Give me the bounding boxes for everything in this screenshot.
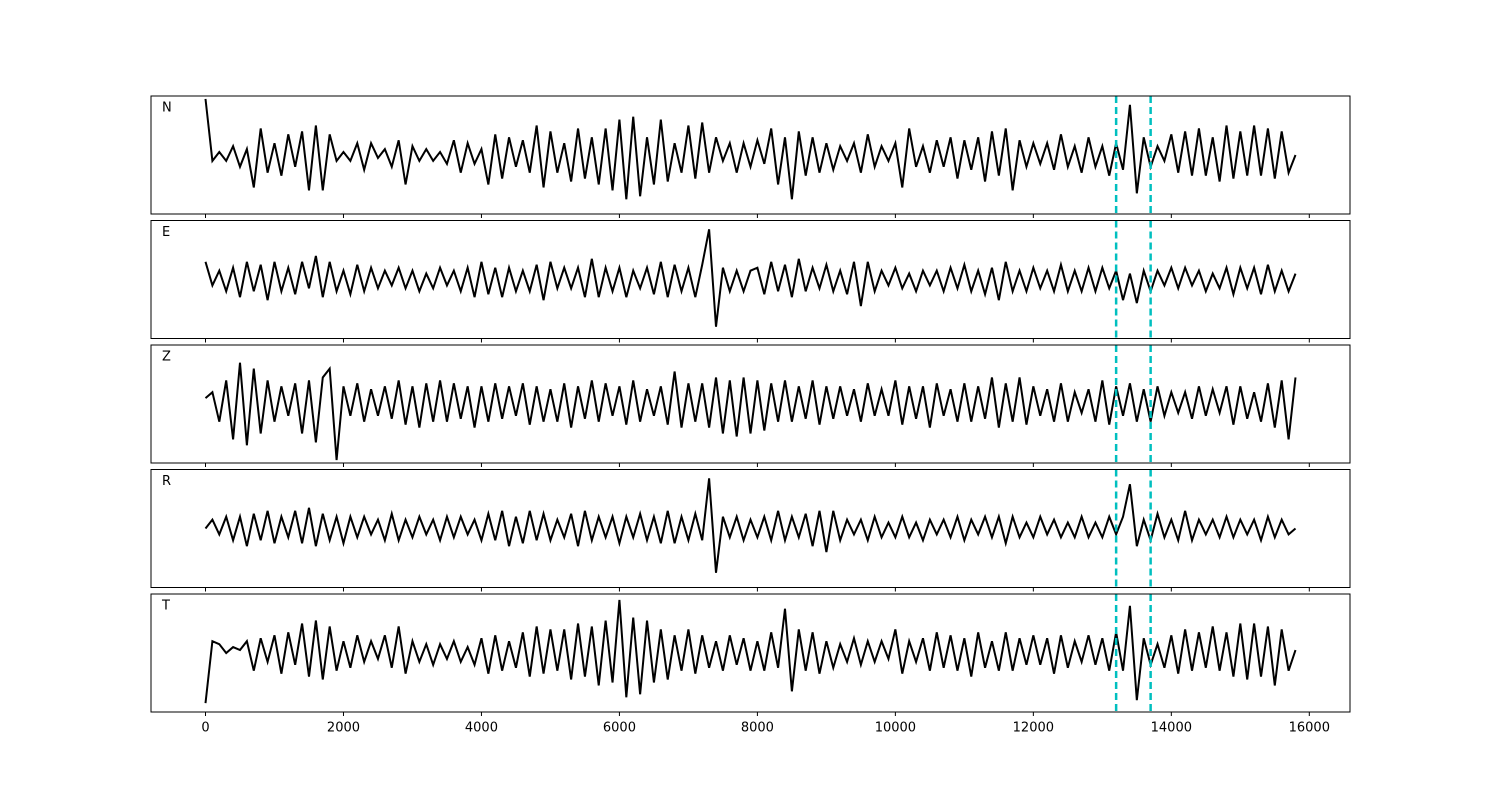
x-tick-label: 16000 [1289, 721, 1330, 736]
panel-label: E [162, 225, 170, 240]
x-tick-label: 0 [201, 721, 209, 736]
x-tick-label: 10000 [875, 721, 916, 736]
x-tick-label: 4000 [465, 721, 498, 736]
panel-label: Z [162, 350, 171, 365]
panel-label: T [161, 599, 170, 614]
panel-frame [150, 469, 1351, 588]
panel-frame [150, 95, 1351, 215]
trace [204, 478, 1297, 573]
trace [204, 599, 1297, 704]
x-tick-label: 8000 [741, 721, 774, 736]
trace [204, 229, 1297, 327]
trace [204, 98, 1297, 200]
x-tick-label: 2000 [327, 721, 360, 736]
panel-frame [150, 593, 1351, 713]
panel-frame [150, 344, 1351, 464]
trace [204, 362, 1297, 461]
x-tick-label: 14000 [1151, 721, 1192, 736]
panel-label: N [162, 101, 172, 116]
panel-label: R [162, 474, 171, 489]
panel-frame [150, 220, 1351, 339]
x-tick-label: 12000 [1013, 721, 1054, 736]
x-tick-label: 6000 [603, 721, 636, 736]
